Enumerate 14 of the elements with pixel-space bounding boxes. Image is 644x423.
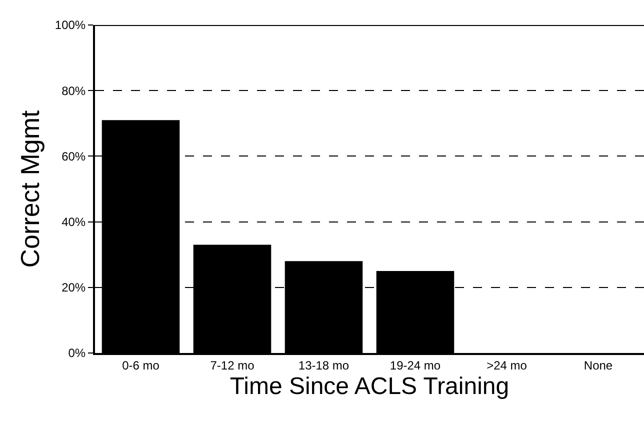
y-tick-label: 80% bbox=[62, 84, 86, 98]
y-tick-label: 100% bbox=[54, 18, 86, 32]
y-tick-label: 60% bbox=[62, 149, 86, 164]
y-tick-label: 0% bbox=[68, 346, 86, 360]
x-tick-label: >24 mo bbox=[486, 358, 528, 372]
x-tick-label: 13-18 mo bbox=[298, 358, 350, 372]
y-tick-label: 20% bbox=[62, 280, 86, 295]
x-tick-label: None bbox=[584, 358, 613, 372]
x-axis-title: Time Since ACLS Training bbox=[230, 373, 510, 400]
x-tick-label: 7-12 mo bbox=[210, 358, 255, 372]
x-tick-label: 19-24 mo bbox=[390, 358, 441, 372]
y-axis-title: Correct Mgmt bbox=[14, 110, 45, 268]
x-tick-label: 0-6 mo bbox=[122, 358, 160, 372]
y-tick-label: 40% bbox=[62, 215, 86, 229]
